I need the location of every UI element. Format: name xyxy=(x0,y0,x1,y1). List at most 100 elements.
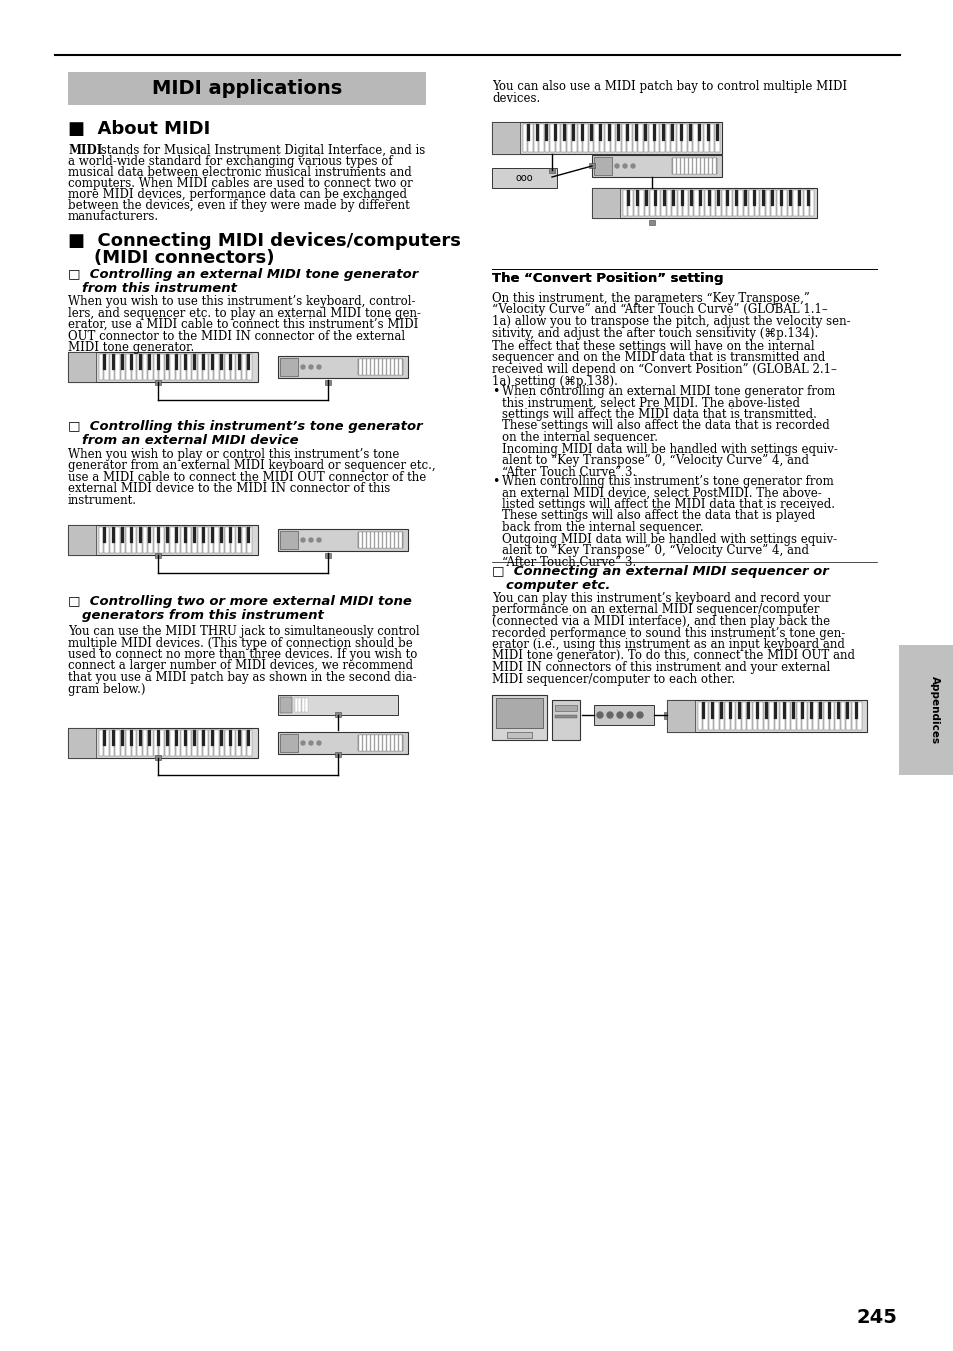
Bar xyxy=(592,188,816,218)
Bar xyxy=(382,532,386,549)
Bar xyxy=(298,698,301,712)
Bar xyxy=(387,532,390,549)
Bar xyxy=(857,703,862,730)
Bar xyxy=(714,703,719,730)
Bar xyxy=(660,190,665,216)
Bar xyxy=(684,158,687,174)
Bar xyxy=(544,124,549,153)
Bar xyxy=(710,190,715,216)
Bar xyxy=(247,527,252,553)
Bar xyxy=(650,190,655,216)
Bar xyxy=(398,359,401,376)
Bar xyxy=(367,735,370,751)
Bar xyxy=(357,359,402,376)
Text: MIDI IN connectors of this instrument and your external: MIDI IN connectors of this instrument an… xyxy=(492,661,829,674)
Bar xyxy=(165,527,170,553)
Text: □  Controlling two or more external MIDI tone: □ Controlling two or more external MIDI … xyxy=(68,594,412,608)
Bar xyxy=(391,532,394,549)
Bar xyxy=(773,703,776,719)
Bar xyxy=(112,730,115,746)
Text: You can play this instrument’s keyboard and record your: You can play this instrument’s keyboard … xyxy=(492,592,830,605)
Text: 1a) setting (⌘p.138).: 1a) setting (⌘p.138). xyxy=(492,374,618,388)
Bar xyxy=(159,730,164,757)
Bar xyxy=(769,703,773,730)
Bar xyxy=(143,527,148,553)
Bar xyxy=(231,354,235,380)
Bar xyxy=(633,124,637,153)
Bar xyxy=(132,354,136,380)
Bar xyxy=(536,124,538,141)
Text: When controlling this instrument’s tone generator from: When controlling this instrument’s tone … xyxy=(501,476,833,488)
Bar xyxy=(209,354,213,380)
Bar xyxy=(229,527,232,543)
Bar xyxy=(68,728,257,758)
Bar xyxy=(671,158,717,174)
Bar xyxy=(153,730,158,757)
Bar xyxy=(572,124,577,153)
Bar xyxy=(797,190,801,205)
Bar xyxy=(115,354,120,380)
Bar xyxy=(622,190,627,216)
Bar xyxy=(236,730,241,757)
Bar xyxy=(363,532,366,549)
Bar xyxy=(774,703,779,730)
Bar xyxy=(638,124,642,153)
Bar xyxy=(171,527,174,553)
Bar xyxy=(247,730,250,746)
Text: stands for Musical Instrument Digital Interface, and is: stands for Musical Instrument Digital In… xyxy=(97,145,425,157)
Bar xyxy=(704,158,707,174)
Bar xyxy=(363,735,366,751)
Bar xyxy=(492,122,519,154)
Bar xyxy=(592,155,721,177)
Text: generator from an external MIDI keyboard or sequencer etc.,: generator from an external MIDI keyboard… xyxy=(68,459,436,473)
Bar xyxy=(395,359,397,376)
Text: received will depend on “Convert Position” (GLOBAL 2.1–: received will depend on “Convert Positio… xyxy=(492,363,836,376)
Bar xyxy=(382,735,386,751)
Bar xyxy=(621,124,626,153)
Bar xyxy=(214,354,219,380)
Text: settings will affect the MIDI data that is transmitted.: settings will affect the MIDI data that … xyxy=(501,408,816,422)
Bar xyxy=(654,190,657,205)
Bar xyxy=(149,527,152,553)
Bar xyxy=(103,354,106,370)
Bar xyxy=(688,190,693,216)
Bar xyxy=(174,354,178,370)
Bar xyxy=(634,190,638,216)
Bar xyxy=(720,703,722,719)
Bar xyxy=(589,124,593,141)
Bar xyxy=(242,527,246,553)
Bar xyxy=(214,730,219,757)
Bar xyxy=(578,124,582,153)
Bar xyxy=(137,730,142,757)
Text: from this instrument: from this instrument xyxy=(82,282,236,295)
Bar xyxy=(121,354,126,380)
Bar xyxy=(277,530,408,551)
Bar xyxy=(854,703,857,719)
Bar xyxy=(807,703,812,730)
Text: multiple MIDI devices. (This type of connection should be: multiple MIDI devices. (This type of con… xyxy=(68,636,413,650)
Bar xyxy=(554,124,557,141)
Bar xyxy=(181,354,186,380)
Bar xyxy=(220,527,224,553)
Bar xyxy=(130,527,132,543)
Bar xyxy=(771,190,775,216)
Bar xyxy=(605,124,609,153)
Bar xyxy=(689,190,692,205)
Bar xyxy=(236,527,241,553)
Bar xyxy=(110,527,114,553)
Bar xyxy=(193,730,196,757)
Bar xyxy=(780,703,784,730)
Bar xyxy=(627,124,631,153)
Text: used to connect no more than three devices. If you wish to: used to connect no more than three devic… xyxy=(68,648,417,661)
Bar xyxy=(785,703,790,730)
Bar xyxy=(666,700,866,732)
Circle shape xyxy=(301,740,305,744)
Bar xyxy=(242,730,246,757)
Bar xyxy=(132,730,136,757)
Bar xyxy=(550,124,555,153)
Bar xyxy=(105,730,109,757)
Text: MIDI tone generator.: MIDI tone generator. xyxy=(68,340,194,354)
Bar xyxy=(371,735,374,751)
Bar xyxy=(827,703,830,719)
Bar xyxy=(649,124,654,153)
